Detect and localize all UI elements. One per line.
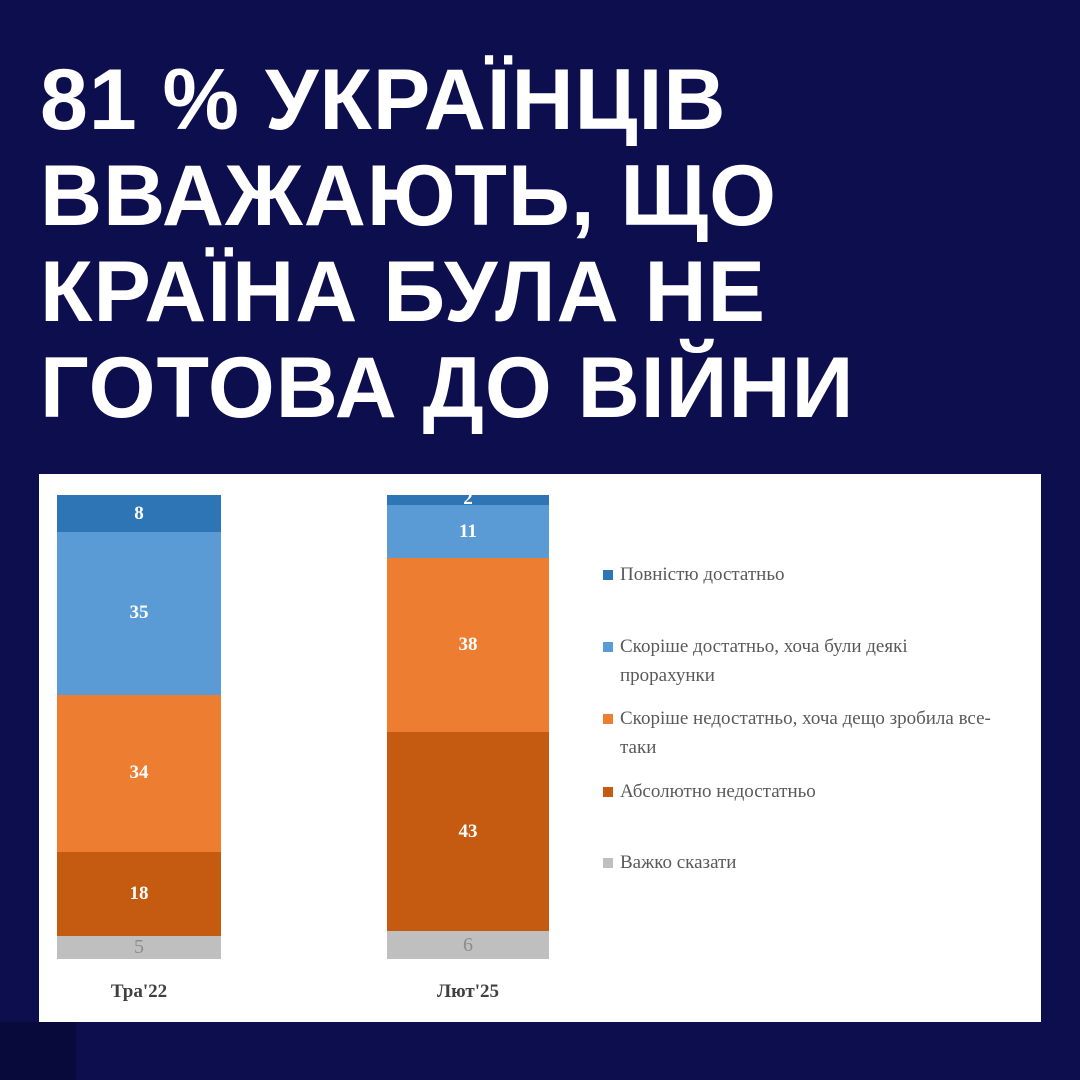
segment-absolutely-insufficient: 43 bbox=[387, 732, 549, 932]
legend-label: Абсолютно недостатньо bbox=[620, 781, 816, 802]
legend-swatch-icon bbox=[603, 642, 613, 652]
legend-label: Повністю достатньо bbox=[620, 564, 785, 585]
segment-rather-insufficient: 34 bbox=[57, 694, 221, 853]
stacked-bar-may-2022: 8 35 34 18 5 bbox=[57, 495, 221, 959]
headline-line-3: КРАЇНА БУЛА НЕ bbox=[40, 244, 766, 340]
segment-hard-to-say: 5 bbox=[57, 935, 221, 959]
legend-item-hard-to-say: Важко сказати bbox=[603, 848, 1020, 877]
segment-value: 38 bbox=[458, 634, 478, 656]
chart-legend: Повністю достатньо Скоріше достатньо, хо… bbox=[603, 474, 1033, 1022]
headline: 81 % УКРАЇНЦІВ ВВАЖАЮТЬ, ЩО КРАЇНА БУЛА … bbox=[40, 52, 854, 436]
headline-line-1: 81 % УКРАЇНЦІВ bbox=[40, 52, 727, 148]
segment-value: 35 bbox=[129, 602, 149, 624]
segment-absolutely-insufficient: 18 bbox=[57, 852, 221, 936]
segment-hard-to-say: 6 bbox=[387, 931, 549, 959]
segment-value: 11 bbox=[459, 520, 477, 542]
segment-value: 5 bbox=[134, 935, 144, 958]
chart-panel: 8 35 34 18 5 Тра'22 2 11 38 43 6 Л bbox=[39, 474, 1041, 1022]
segment-rather-sufficient: 11 bbox=[387, 505, 549, 559]
segment-rather-insufficient: 38 bbox=[387, 558, 549, 733]
segment-value: 8 bbox=[134, 502, 144, 524]
x-axis-label-may-2022: Тра'22 bbox=[110, 981, 168, 1002]
legend-swatch-icon bbox=[603, 714, 613, 724]
stacked-bar-feb-2025: 2 11 38 43 6 bbox=[387, 489, 549, 959]
segment-fully-sufficient: 8 bbox=[57, 495, 221, 533]
legend-label: Скоріше достатньо, хоча були деякі прора… bbox=[620, 636, 908, 686]
segment-fully-sufficient: 2 bbox=[387, 489, 549, 508]
segment-value: 6 bbox=[463, 933, 473, 956]
legend-swatch-icon bbox=[603, 570, 613, 580]
headline-line-2: ВВАЖАЮТЬ, ЩО bbox=[40, 148, 778, 244]
segment-value: 18 bbox=[129, 883, 149, 904]
legend-item-rather-sufficient: Скоріше достатньо, хоча були деякі прора… bbox=[603, 632, 990, 690]
segment-rather-sufficient: 35 bbox=[57, 532, 221, 695]
segment-value: 43 bbox=[458, 820, 478, 842]
legend-item-fully-sufficient: Повністю достатньо bbox=[603, 560, 1020, 589]
legend-label: Важко сказати bbox=[620, 852, 737, 873]
x-axis-label-feb-2025: Лют'25 bbox=[436, 981, 500, 1002]
corner-shadow bbox=[0, 1022, 76, 1080]
legend-item-absolutely-insufficient: Абсолютно недостатньо bbox=[603, 777, 1020, 806]
segment-value: 2 bbox=[463, 487, 473, 509]
legend-swatch-icon bbox=[603, 787, 613, 797]
headline-line-4: ГОТОВА ДО ВІЙНИ bbox=[40, 340, 855, 436]
legend-label: Скоріше недостатньо, хоча дещо зробила в… bbox=[620, 708, 991, 758]
segment-value: 34 bbox=[129, 762, 149, 784]
legend-item-rather-insufficient: Скоріше недостатньо, хоча дещо зробила в… bbox=[603, 704, 1000, 762]
legend-swatch-icon bbox=[603, 858, 613, 868]
